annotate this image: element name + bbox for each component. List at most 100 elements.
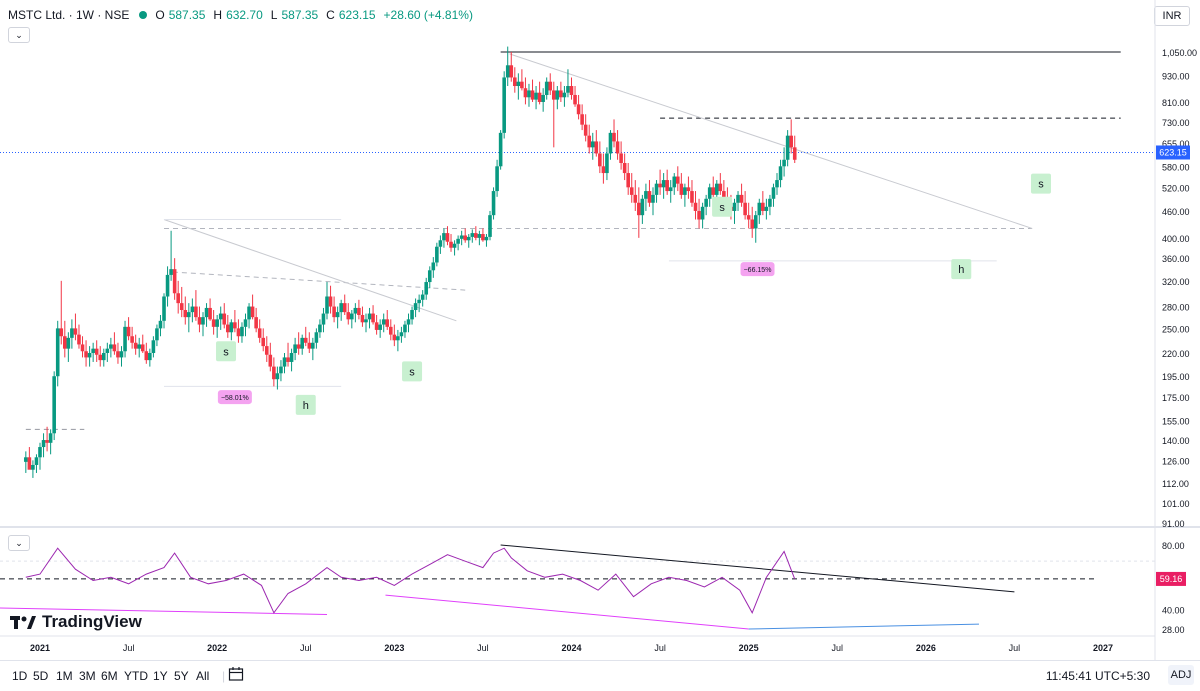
range-6m[interactable]: 6M bbox=[101, 669, 118, 683]
candle-body bbox=[183, 310, 188, 318]
candle-body bbox=[119, 351, 124, 358]
candle bbox=[52, 371, 56, 441]
candle-body bbox=[548, 81, 553, 91]
candle bbox=[608, 130, 613, 160]
candle-body bbox=[218, 313, 223, 320]
candle-body bbox=[388, 326, 393, 335]
range-all[interactable]: All bbox=[196, 669, 210, 683]
range-1m[interactable]: 1M bbox=[56, 669, 73, 683]
candle-body bbox=[325, 296, 329, 314]
candle-body bbox=[55, 328, 60, 377]
candle-body bbox=[622, 163, 627, 174]
candle-body bbox=[396, 336, 400, 341]
candle bbox=[789, 119, 793, 154]
candle-body bbox=[640, 198, 645, 216]
candle bbox=[672, 173, 677, 195]
clock[interactable]: 11:45:41 UTC+5:30 bbox=[1045, 669, 1150, 683]
candle-body bbox=[615, 141, 620, 154]
candle bbox=[509, 52, 514, 82]
time-tick-label: Jul bbox=[831, 643, 843, 653]
candle-body bbox=[130, 336, 134, 343]
calendar-icon[interactable] bbox=[228, 666, 244, 685]
candle-body bbox=[736, 194, 740, 203]
candle bbox=[59, 280, 64, 345]
candle bbox=[413, 298, 418, 318]
price-chart[interactable]: 1,050.00 930.00 810.00 730.00 655.00 580.00 52… bbox=[0, 0, 1200, 660]
rsi-tick-label: 80.00 bbox=[1162, 541, 1185, 551]
candle-body bbox=[498, 132, 503, 167]
symbol-title[interactable]: MSTC Ltd. · 1W · NSE bbox=[8, 8, 130, 22]
candle bbox=[183, 296, 188, 325]
candle bbox=[594, 130, 599, 157]
price-tick-label: 1,050.00 bbox=[1162, 48, 1197, 58]
candle-body bbox=[488, 215, 492, 237]
candle bbox=[55, 320, 60, 387]
candle bbox=[697, 198, 701, 229]
candle bbox=[768, 194, 772, 216]
trendline-2024 bbox=[509, 53, 1033, 229]
tradingview-logo[interactable]: TradingView bbox=[10, 612, 142, 632]
range-5y[interactable]: 5Y bbox=[174, 669, 189, 683]
candle bbox=[286, 342, 290, 367]
candle bbox=[785, 130, 790, 167]
candle-body bbox=[254, 317, 258, 329]
price-tick-label: 655.00 bbox=[1162, 139, 1190, 149]
candle-body bbox=[608, 132, 613, 154]
candle bbox=[243, 313, 248, 337]
candle bbox=[41, 433, 46, 458]
candle bbox=[279, 360, 283, 382]
candle-body bbox=[41, 440, 46, 448]
candle bbox=[707, 183, 712, 207]
time-tick-label: Jul bbox=[654, 643, 666, 653]
candle bbox=[452, 240, 457, 256]
range-5d[interactable]: 5D bbox=[33, 669, 49, 683]
candle bbox=[544, 77, 549, 100]
candle bbox=[396, 329, 400, 352]
candle-body bbox=[137, 344, 142, 349]
candle bbox=[693, 191, 698, 220]
candle bbox=[66, 332, 71, 362]
collapse-legend-button[interactable]: ⌄ bbox=[8, 27, 30, 43]
candle bbox=[495, 159, 499, 197]
candle bbox=[583, 114, 588, 142]
candle-body bbox=[162, 296, 166, 321]
adjust-button[interactable]: ADJ bbox=[1168, 665, 1194, 685]
candle-body bbox=[771, 187, 776, 199]
candle-body bbox=[225, 324, 230, 333]
range-1y[interactable]: 1Y bbox=[153, 669, 168, 683]
range-3m[interactable]: 3M bbox=[79, 669, 96, 683]
candle bbox=[109, 337, 113, 358]
candle bbox=[48, 429, 53, 455]
candle bbox=[527, 83, 531, 107]
candle-body bbox=[573, 94, 577, 105]
candle-body bbox=[431, 262, 436, 271]
candle-body bbox=[293, 344, 297, 353]
candle bbox=[307, 332, 312, 353]
collapse-rsi-button[interactable]: ⌄ bbox=[8, 535, 30, 551]
candle bbox=[187, 303, 191, 333]
range-ytd[interactable]: YTD bbox=[124, 669, 148, 683]
candle bbox=[311, 337, 315, 361]
candle bbox=[140, 334, 145, 353]
candle-body bbox=[73, 328, 78, 335]
candle bbox=[350, 310, 354, 329]
candle-body bbox=[778, 166, 783, 181]
candle bbox=[172, 258, 177, 300]
candle-body bbox=[686, 187, 691, 192]
range-1d[interactable]: 1D bbox=[12, 669, 28, 683]
candle-body bbox=[151, 340, 156, 353]
candle-body bbox=[753, 215, 758, 229]
pattern-label-bg bbox=[216, 341, 237, 362]
candle bbox=[289, 348, 294, 372]
candle bbox=[679, 173, 684, 199]
candle bbox=[282, 352, 287, 374]
candle-body bbox=[286, 357, 290, 362]
candle-body bbox=[523, 88, 528, 98]
candle-body bbox=[732, 202, 737, 211]
candle bbox=[24, 451, 28, 473]
candle bbox=[268, 342, 273, 372]
candle-body bbox=[272, 366, 276, 380]
candle bbox=[254, 307, 258, 333]
candle-body bbox=[481, 234, 485, 241]
candle-body bbox=[509, 65, 514, 78]
